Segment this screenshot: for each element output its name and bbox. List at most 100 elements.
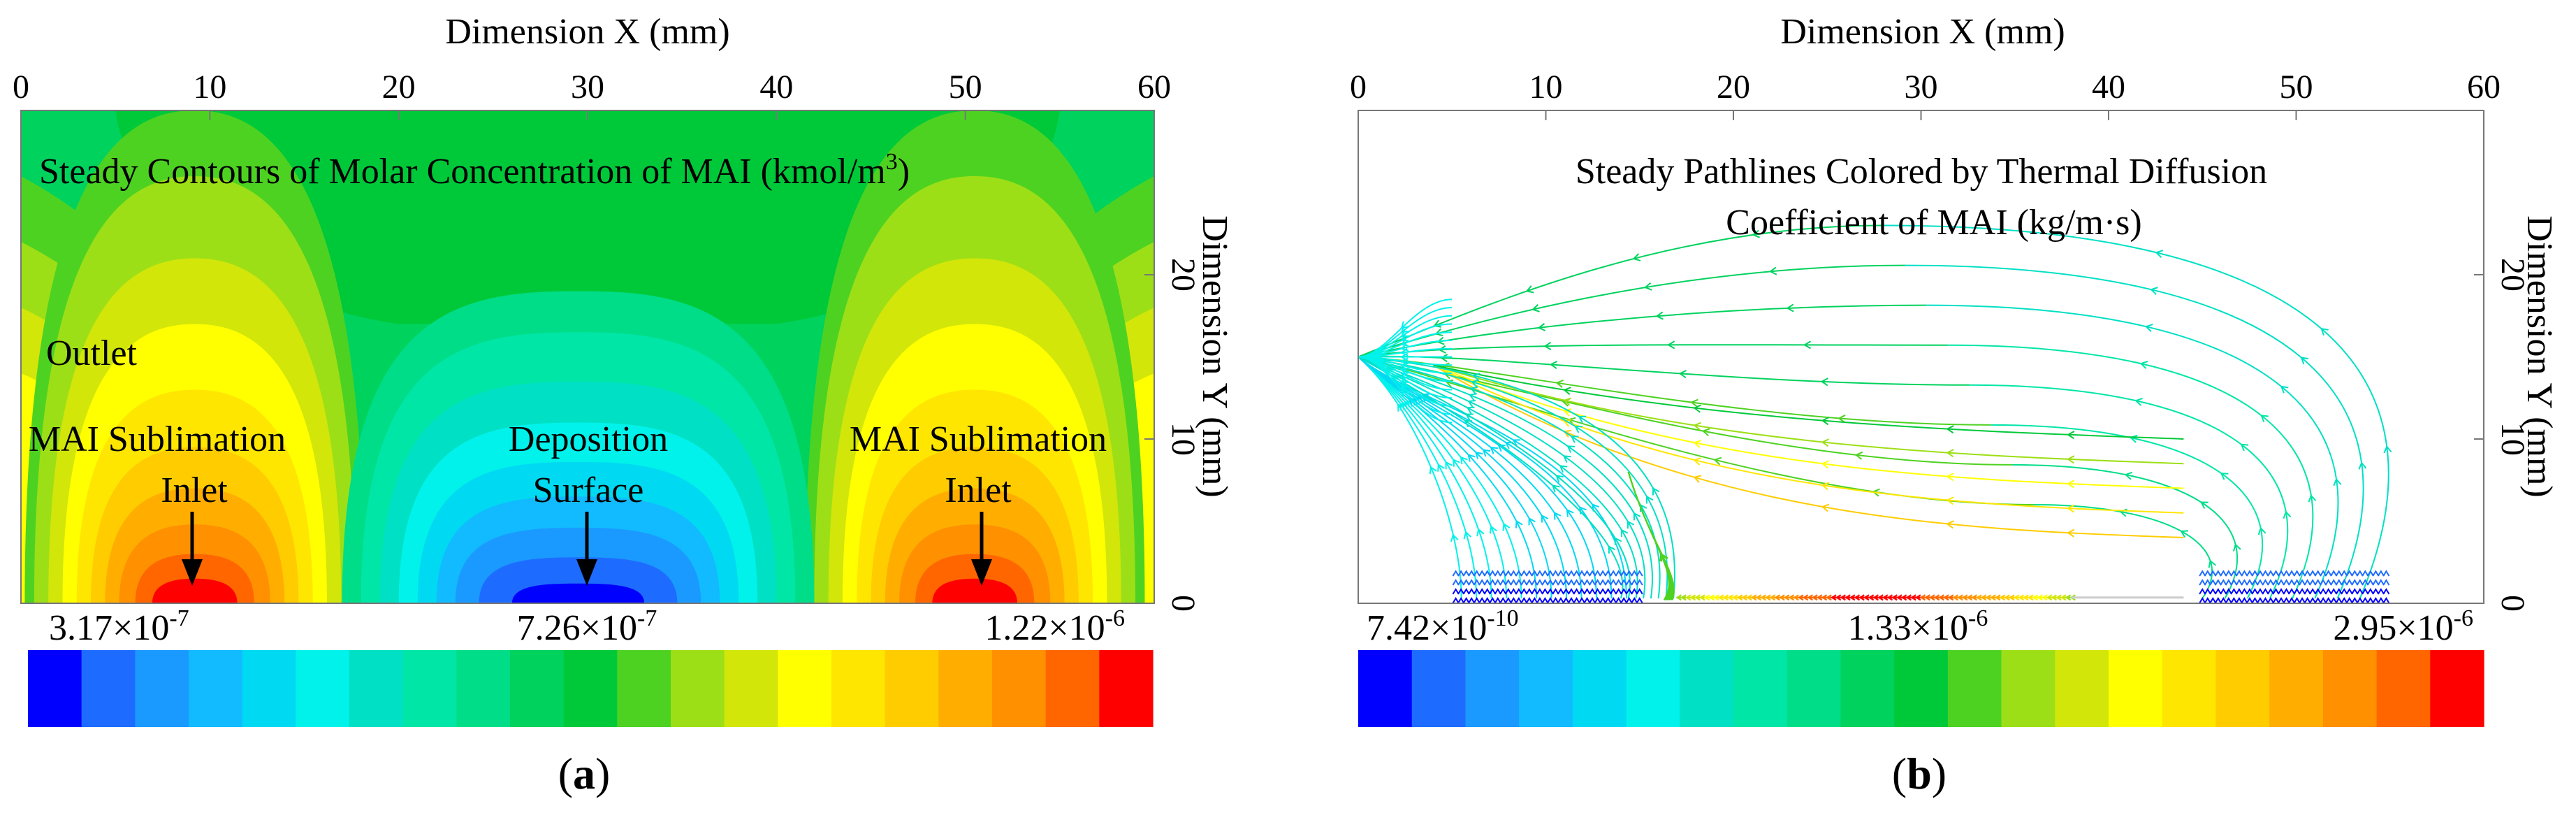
- colorbar-swatch-b: [2269, 650, 2324, 727]
- inlet-arrow: [1552, 597, 1559, 603]
- colorbar-swatch-b: [1894, 650, 1949, 727]
- arrow-deposition: [576, 512, 597, 586]
- colorbar-swatch-a: [402, 650, 457, 727]
- label-right-inlet-2: Inlet: [945, 470, 1012, 510]
- inlet-arrow: [2324, 597, 2332, 603]
- colorbar-swatch-b: [2001, 650, 2055, 727]
- inlet-arrow: [2278, 588, 2285, 595]
- pathline-arrow: [2144, 324, 2153, 332]
- inlet-arrow: [2267, 579, 2274, 586]
- inlet-arrow: [2235, 579, 2243, 586]
- pathline-arrow: [1821, 460, 1830, 469]
- inlet-arrow: [1589, 588, 1596, 595]
- inlet-arrow: [1636, 597, 1643, 603]
- pathline-arrow: [2155, 250, 2164, 258]
- inlet-arrow: [1610, 597, 1617, 603]
- inlet-arrow: [1510, 597, 1518, 603]
- substrate-arrow: [1755, 594, 1762, 601]
- colorbar-swatch-b: [1465, 650, 1520, 727]
- pathline-arrow: [1466, 406, 1475, 415]
- inlet-arrow: [2309, 588, 2317, 595]
- pathline-arrow: [1768, 266, 1777, 275]
- inlet-arrow: [2299, 579, 2306, 586]
- substrate-arrow: [1849, 594, 1856, 601]
- inlet-arrow: [2299, 570, 2306, 577]
- pathline-arrow: [1821, 503, 1830, 512]
- pathline-arrow: [1563, 397, 1571, 406]
- inlet-arrow: [2204, 570, 2211, 577]
- colorbar-a-max: 1.22×10-6: [984, 605, 1125, 648]
- pathline-arrow: [1693, 404, 1701, 413]
- x-tick-label-a: 40: [759, 69, 793, 106]
- inlet-arrow: [1499, 570, 1507, 577]
- inlet-arrow: [2214, 588, 2222, 595]
- inlet-arrow: [1468, 570, 1476, 577]
- substrate-arrow: [2042, 594, 2048, 601]
- pathline-arrow: [1559, 465, 1568, 473]
- pathline-arrow: [1512, 439, 1521, 447]
- inlet-arrow: [2320, 570, 2327, 577]
- pathline: [1926, 304, 2339, 599]
- inlet-arrow: [1478, 570, 1486, 577]
- inlet-arrow: [2220, 570, 2227, 577]
- inlet-arrow: [2324, 588, 2332, 595]
- pathline-arrow: [1467, 454, 1476, 462]
- pathline: [1969, 384, 2289, 599]
- inlet-arrow: [2320, 579, 2327, 586]
- inlet-arrow: [1578, 579, 1586, 586]
- inlet-arrow: [1541, 588, 1549, 595]
- inlet-arrow: [2356, 570, 2364, 577]
- label-left-inlet-2: Inlet: [161, 470, 228, 510]
- inlet-arrow: [2309, 597, 2317, 603]
- inlet-arrow: [1594, 570, 1601, 577]
- inlet-arrow: [1525, 570, 1533, 577]
- inlet-arrow: [2382, 570, 2390, 577]
- inlet-arrow: [1457, 570, 1465, 577]
- inlet-arrow: [1531, 570, 1538, 577]
- pathline-arrow: [1632, 253, 1641, 261]
- pathline-arrow: [1400, 380, 1409, 389]
- colorbar-swatch-b: [1680, 650, 1734, 727]
- inlet-arrow: [2314, 570, 2322, 577]
- substrate-arrow: [1854, 594, 1861, 601]
- inlet-arrow: [1557, 579, 1564, 586]
- inlet-arrow: [1457, 588, 1465, 595]
- substrate-arrow: [1774, 594, 1780, 601]
- pathline-arrow: [1639, 503, 1647, 512]
- inlet-arrow: [1552, 579, 1559, 586]
- inlet-arrow: [1457, 597, 1465, 603]
- inlet-arrow: [1589, 579, 1596, 586]
- pathline-arrow: [1549, 360, 1558, 369]
- inlet-arrow: [1620, 570, 1628, 577]
- inlet-arrow: [1557, 588, 1564, 595]
- pathline-arrow: [1469, 393, 1477, 401]
- contour-field: [21, 110, 1154, 603]
- inlet-arrow: [1504, 597, 1512, 603]
- inlet-arrow: [2341, 588, 2348, 595]
- pathline-arrow: [1563, 419, 1572, 427]
- inlet-arrow: [1494, 579, 1501, 586]
- inlet-arrow: [1499, 588, 1507, 595]
- inlet-arrow: [1546, 579, 1554, 586]
- inlet-arrow: [2341, 570, 2348, 577]
- inlet-arrow: [2288, 570, 2296, 577]
- inlet-arrow: [2283, 588, 2290, 595]
- pathline-arrow: [1440, 354, 1448, 363]
- pathline: [1905, 264, 2364, 599]
- inlet-arrow: [1452, 570, 1460, 577]
- inlet-arrow: [1552, 570, 1559, 577]
- inlet-arrow: [1499, 579, 1507, 586]
- pathline-arrow: [1515, 519, 1523, 528]
- inlet-arrow: [2251, 570, 2259, 577]
- inlet-arrow: [1504, 570, 1512, 577]
- pathline-arrow: [2383, 445, 2392, 454]
- inlet-arrow: [2267, 597, 2274, 603]
- pathline-arrow: [1752, 229, 1760, 238]
- pathline-arrow: [1400, 376, 1409, 384]
- x-tick-label-b: 30: [1905, 69, 1938, 106]
- label-right-inlet-1: MAI Sublimation: [850, 419, 1107, 459]
- colorbar-swatch-b: [2109, 650, 2163, 727]
- contour-band: [115, 110, 1060, 324]
- pathline-arrow: [1471, 379, 1480, 388]
- inlet-arrow: [2345, 588, 2353, 595]
